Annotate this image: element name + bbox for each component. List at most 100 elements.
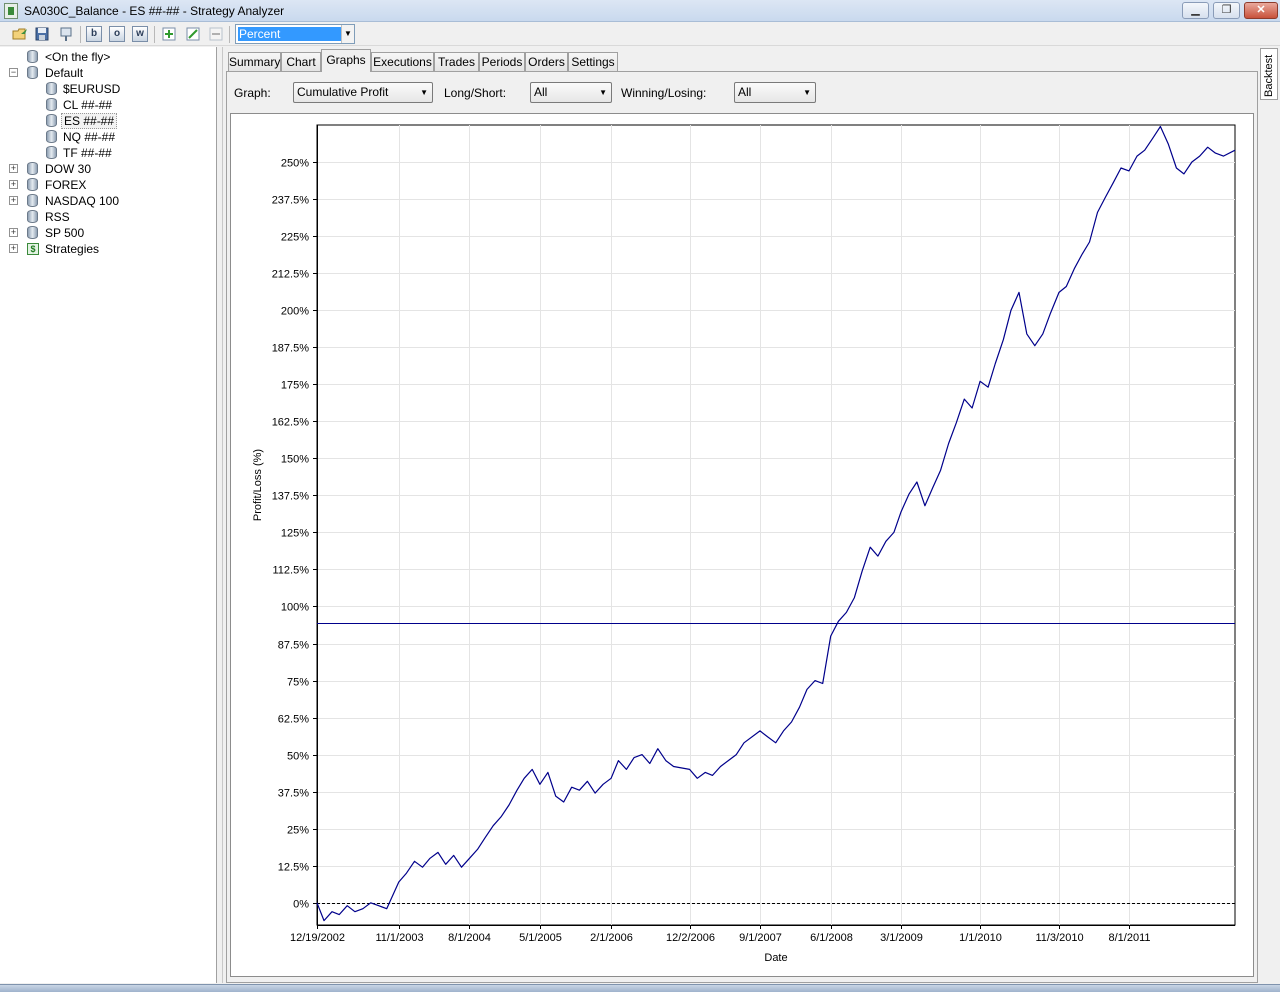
y-tick-label: 0% — [293, 899, 309, 911]
x-tick-label: 12/2/2006 — [666, 932, 715, 944]
long-short-value: All — [534, 85, 548, 99]
tab-settings[interactable]: Settings — [568, 52, 618, 71]
x-tick-label: 12/19/2002 — [290, 932, 345, 944]
remove-icon[interactable] — [207, 25, 225, 43]
y-tick-label: 125% — [281, 528, 309, 540]
long-short-label: Long/Short: — [444, 86, 507, 100]
plot-frame — [316, 124, 1236, 926]
toolbar: b o w — [0, 22, 1280, 46]
chart-area: 0% 12.5% 25% 37.5% 50% 62.5% 75% 87.5% 100% 112.5… — [230, 113, 1254, 977]
tree-item-es[interactable]: ES ##-## — [0, 113, 216, 129]
tree-item-label: Strategies — [45, 242, 100, 256]
cumulative-profit-chart: 0% 12.5% 25% 37.5% 50% 62.5% 75% 87.5% 100% 112.5… — [252, 124, 1236, 964]
minimize-button[interactable]: ▁ — [1182, 2, 1209, 19]
taskbar — [0, 984, 1280, 992]
tree-item-tf[interactable]: TF ##-## — [0, 145, 216, 161]
x-tick-label: 9/1/2007 — [739, 932, 782, 944]
chevron-down-icon[interactable]: ▼ — [341, 25, 354, 43]
tab-graphs[interactable]: Graphs — [321, 49, 371, 72]
tree-item-label: NASDAQ 100 — [45, 194, 120, 208]
tab-summary[interactable]: Summary — [228, 52, 281, 71]
graph-type-select[interactable]: Cumulative Profit ▼ — [293, 82, 433, 103]
tab-trades[interactable]: Trades — [434, 52, 479, 71]
tree-item-label: $EURUSD — [63, 82, 121, 96]
edit-icon[interactable] — [184, 25, 202, 43]
w-button[interactable]: w — [132, 26, 148, 42]
x-tick-label: 6/1/2008 — [810, 932, 853, 944]
instrument-tree: <On the fly> − Default $EURUSD CL ##-## … — [0, 47, 217, 983]
database-icon — [46, 130, 57, 143]
x-tick-label: 8/1/2011 — [1108, 932, 1150, 944]
panel-splitter[interactable] — [217, 47, 223, 983]
backtest-side-tab[interactable]: Backtest — [1260, 48, 1278, 100]
y-tick-label: 50% — [287, 751, 309, 763]
tree-item-label: Default — [45, 66, 84, 80]
strategy-icon: $ — [27, 243, 39, 255]
tree-item-on-the-fly[interactable]: <On the fly> — [0, 49, 216, 65]
y-tick-label: 112.5% — [273, 565, 310, 577]
long-short-select[interactable]: All ▼ — [530, 82, 612, 103]
tree-item-strategies[interactable]: + $ Strategies — [0, 241, 216, 257]
tree-item-label: RSS — [45, 210, 70, 224]
database-icon — [27, 66, 38, 79]
tab-chart[interactable]: Chart — [281, 52, 321, 71]
chevron-down-icon: ▼ — [420, 88, 428, 97]
x-tick-label: 11/1/2003 — [375, 932, 423, 944]
tree-item-label: FOREX — [45, 178, 87, 192]
y-tick-label: 162.5% — [272, 417, 310, 429]
database-icon — [27, 178, 38, 191]
expand-icon[interactable]: + — [9, 243, 18, 253]
expand-icon[interactable]: + — [9, 179, 18, 189]
tree-item-sp500[interactable]: + SP 500 — [0, 225, 216, 241]
side-tab-label: Backtest — [1263, 54, 1275, 97]
app-icon — [4, 3, 18, 19]
y-tick-label: 200% — [281, 306, 309, 318]
database-icon — [27, 210, 38, 223]
winning-losing-value: All — [738, 85, 752, 99]
add-icon[interactable] — [160, 25, 178, 43]
expand-icon[interactable]: + — [9, 163, 18, 173]
close-button[interactable]: ✕ — [1244, 2, 1278, 19]
chevron-down-icon: ▼ — [803, 88, 811, 97]
window-title: SA030C_Balance - ES ##-## - Strategy Ana… — [24, 4, 285, 18]
tree-item-nasdaq100[interactable]: + NASDAQ 100 — [0, 193, 216, 209]
y-tick-label: 237.5% — [272, 195, 310, 207]
tab-periods[interactable]: Periods — [479, 52, 525, 71]
tree-item-label: SP 500 — [45, 226, 85, 240]
open-icon[interactable] — [11, 25, 29, 43]
y-tick-label: 175% — [281, 380, 309, 392]
x-axis-title: Date — [764, 952, 787, 964]
tree-item-eurusd[interactable]: $EURUSD — [0, 81, 216, 97]
winning-losing-select[interactable]: All ▼ — [734, 82, 816, 103]
o-button[interactable]: o — [109, 26, 125, 42]
collapse-icon[interactable]: − — [9, 67, 18, 77]
display-mode-select[interactable]: Percent ▼ — [235, 24, 355, 44]
x-tick-label: 1/1/2010 — [959, 932, 1002, 944]
chevron-down-icon: ▼ — [599, 88, 607, 97]
database-icon — [27, 162, 38, 175]
tab-orders[interactable]: Orders — [525, 52, 568, 71]
database-icon — [27, 194, 38, 207]
expand-icon[interactable]: + — [9, 227, 18, 237]
tree-item-cl[interactable]: CL ##-## — [0, 97, 216, 113]
y-tick-label: 12.5% — [278, 862, 309, 874]
tree-item-nq[interactable]: NQ ##-## — [0, 129, 216, 145]
tree-item-label: TF ##-## — [63, 146, 112, 160]
b-button[interactable]: b — [86, 26, 102, 42]
tree-item-dow30[interactable]: + DOW 30 — [0, 161, 216, 177]
expand-icon[interactable]: + — [9, 195, 18, 205]
side-dock — [1258, 47, 1280, 983]
maximize-button[interactable]: ❐ — [1213, 2, 1240, 19]
tree-item-rss[interactable]: RSS — [0, 209, 216, 225]
y-tick-label: 87.5% — [278, 640, 309, 652]
tree-item-forex[interactable]: + FOREX — [0, 177, 216, 193]
display-mode-value: Percent — [238, 27, 342, 41]
tree-item-default[interactable]: − Default — [0, 65, 216, 81]
save-icon[interactable] — [33, 25, 51, 43]
y-tick-label: 37.5% — [278, 788, 309, 800]
pin-icon[interactable] — [57, 25, 75, 43]
y-tick-label: 150% — [281, 454, 309, 466]
tab-executions[interactable]: Executions — [371, 52, 434, 71]
y-tick-label: 62.5% — [278, 714, 309, 726]
database-icon — [27, 226, 38, 239]
